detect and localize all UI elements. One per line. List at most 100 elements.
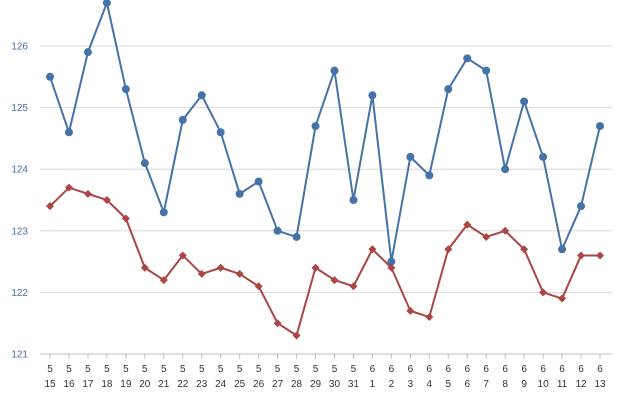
data-point xyxy=(425,313,434,322)
data-point xyxy=(273,319,282,328)
data-point xyxy=(64,128,73,137)
x-tick-label-day: 30 xyxy=(329,379,341,390)
data-point xyxy=(463,220,472,229)
x-tick-label-day: 26 xyxy=(253,379,265,390)
x-tick-label-month: 6 xyxy=(502,364,508,375)
x-tick-label-month: 6 xyxy=(408,364,414,375)
data-point xyxy=(349,282,358,291)
x-tick-label-month: 5 xyxy=(180,364,186,375)
x-tick-label-month: 5 xyxy=(256,364,262,375)
data-point xyxy=(178,115,187,124)
series-group xyxy=(46,0,604,340)
data-point xyxy=(482,66,491,75)
x-tick-label-month: 5 xyxy=(66,364,72,375)
x-tick-label-month: 6 xyxy=(597,364,603,375)
x-tick-label-month: 6 xyxy=(464,364,470,375)
x-tick-label-day: 24 xyxy=(215,379,227,390)
data-point xyxy=(46,72,54,81)
data-point xyxy=(539,288,548,297)
y-axis: 121 122 123 124 125 126 xyxy=(11,42,28,361)
y-tick-label: 123 xyxy=(11,226,28,237)
x-tick-label-day: 20 xyxy=(139,379,151,390)
y-tick-label: 121 xyxy=(11,350,28,361)
x-tick-label-day: 31 xyxy=(348,379,360,390)
x-tick-label-month: 5 xyxy=(142,364,148,375)
x-tick-label-day: 7 xyxy=(483,379,489,390)
x-tick-label-month: 6 xyxy=(559,364,565,375)
data-point xyxy=(140,159,149,168)
x-axis: 5155165175185195205215225235245255265275… xyxy=(40,353,612,390)
data-point xyxy=(102,0,111,7)
data-point xyxy=(235,269,244,278)
x-tick-label-day: 28 xyxy=(291,379,303,390)
data-point xyxy=(501,165,510,174)
y-tick-label: 126 xyxy=(11,42,28,53)
data-point xyxy=(406,306,415,315)
x-tick-label-month: 5 xyxy=(85,364,91,375)
data-point xyxy=(330,276,339,285)
x-tick-label-day: 17 xyxy=(82,379,94,390)
series-line xyxy=(49,186,600,337)
data-point xyxy=(235,189,244,198)
x-tick-label-month: 6 xyxy=(540,364,546,375)
data-point xyxy=(520,97,529,106)
x-tick-label-day: 27 xyxy=(272,379,284,390)
data-point xyxy=(140,263,149,272)
data-point xyxy=(577,251,586,260)
data-point xyxy=(406,152,415,161)
x-tick-label-day: 18 xyxy=(101,379,113,390)
x-tick-label-month: 5 xyxy=(104,364,110,375)
data-point xyxy=(558,245,567,254)
data-point xyxy=(254,282,263,291)
x-tick-label-month: 5 xyxy=(237,364,243,375)
data-point xyxy=(577,202,586,211)
x-tick-label-day: 21 xyxy=(158,379,170,390)
data-point xyxy=(159,276,168,285)
y-tick-label: 122 xyxy=(11,288,28,299)
data-point xyxy=(178,251,187,260)
x-tick-label-day: 23 xyxy=(196,379,208,390)
x-tick-label-month: 5 xyxy=(275,364,281,375)
y-tick-label: 124 xyxy=(11,165,28,176)
x-tick-label-month: 5 xyxy=(332,364,338,375)
data-point xyxy=(216,128,225,137)
series-1 xyxy=(46,0,604,266)
x-tick-label-day: 5 xyxy=(445,379,451,390)
x-tick-label-day: 12 xyxy=(575,379,587,390)
data-point xyxy=(387,263,396,272)
grid-lines xyxy=(40,45,612,293)
x-tick-label-month: 6 xyxy=(521,364,527,375)
data-point xyxy=(121,214,130,223)
x-tick-label-day: 22 xyxy=(177,379,189,390)
x-tick-label-month: 5 xyxy=(199,364,205,375)
series-2 xyxy=(46,183,604,340)
data-point xyxy=(216,263,225,272)
x-tick-label-month: 5 xyxy=(47,364,53,375)
data-point xyxy=(254,177,263,186)
data-point xyxy=(121,85,130,94)
x-tick-label-day: 29 xyxy=(310,379,322,390)
x-tick-label-day: 9 xyxy=(521,379,527,390)
x-tick-label-day: 4 xyxy=(427,379,433,390)
data-point xyxy=(46,202,54,211)
data-point xyxy=(349,196,358,204)
x-tick-label-month: 5 xyxy=(294,364,300,375)
data-point xyxy=(83,189,92,198)
x-tick-label-month: 5 xyxy=(123,364,129,375)
x-tick-label-day: 13 xyxy=(594,379,606,390)
x-tick-label-day: 2 xyxy=(389,379,395,390)
x-tick-label-month: 5 xyxy=(351,364,357,375)
data-point xyxy=(596,122,604,131)
x-tick-label-day: 8 xyxy=(502,379,508,390)
data-point xyxy=(425,171,434,180)
x-tick-label-month: 6 xyxy=(445,364,451,375)
data-point xyxy=(292,232,301,241)
data-point xyxy=(311,263,320,272)
x-tick-label-month: 6 xyxy=(370,364,376,375)
series-line xyxy=(49,1,601,263)
data-point xyxy=(159,208,168,217)
x-tick-label-month: 6 xyxy=(389,364,395,375)
data-point xyxy=(273,226,282,235)
x-tick-label-month: 6 xyxy=(483,364,489,375)
